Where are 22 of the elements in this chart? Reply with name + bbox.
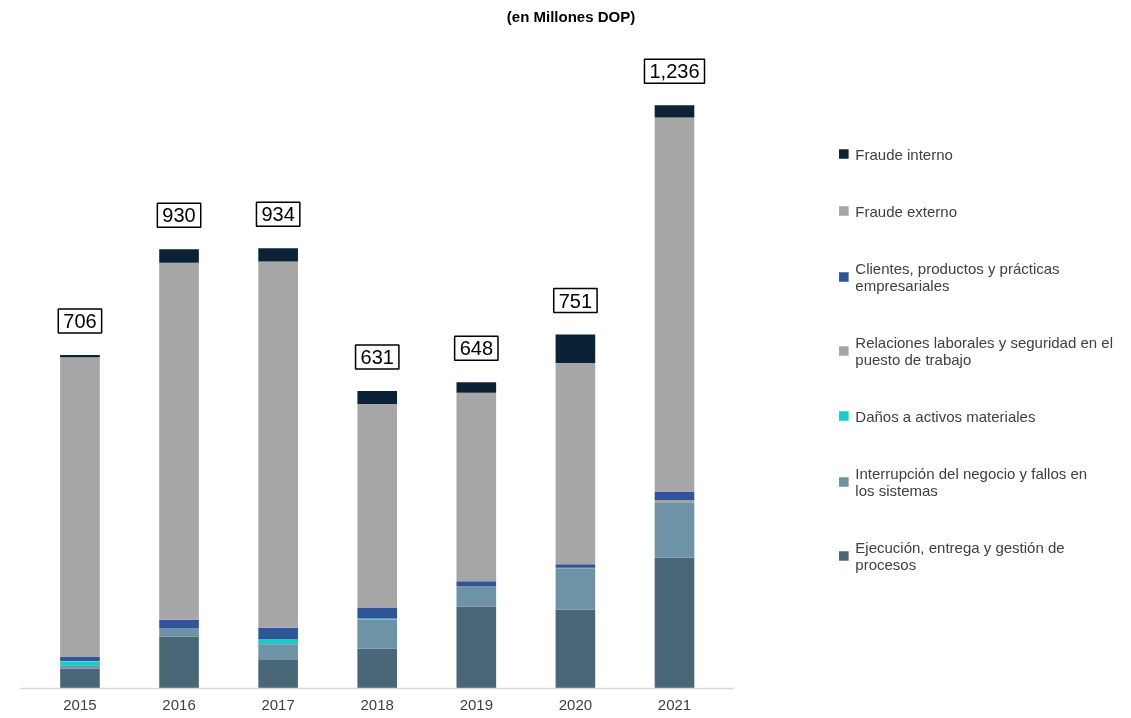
chart-title: (en Millones DOP) <box>506 7 636 25</box>
x-tick-label: 2017 <box>261 695 295 713</box>
legend-label: Interrupción del negocio y fallos en los sistemas <box>855 464 1088 498</box>
annotation: 631 <box>360 346 394 369</box>
x-tick-label: 2020 <box>558 695 593 713</box>
x-tick-label: 2015 <box>63 695 97 713</box>
annotation: 706 <box>63 309 97 332</box>
annotation: 934 <box>261 203 295 226</box>
annotation: 648 <box>459 337 493 360</box>
legend-label: Relaciones laborales y seguridad en el puesto de trabajo <box>855 333 1113 367</box>
legend-label: Clientes, productos y prácticas empresariales <box>855 259 1060 293</box>
x-tick-label: 2016 <box>162 695 196 713</box>
x-tick-label: 2018 <box>360 695 394 713</box>
annotation: 751 <box>558 289 593 312</box>
legend-label: Daños a activos materiales <box>855 407 1036 424</box>
legend-label: Ejecución, entrega y gestión de procesos <box>855 538 1065 572</box>
legend-label: Fraude interno <box>855 145 953 162</box>
annotation: 1,236 <box>649 60 700 83</box>
legend-label: Fraude externo <box>855 202 958 219</box>
x-tick-label: 2021 <box>657 695 692 713</box>
x-tick-label: 2019 <box>459 695 493 713</box>
annotation: 930 <box>162 204 196 227</box>
